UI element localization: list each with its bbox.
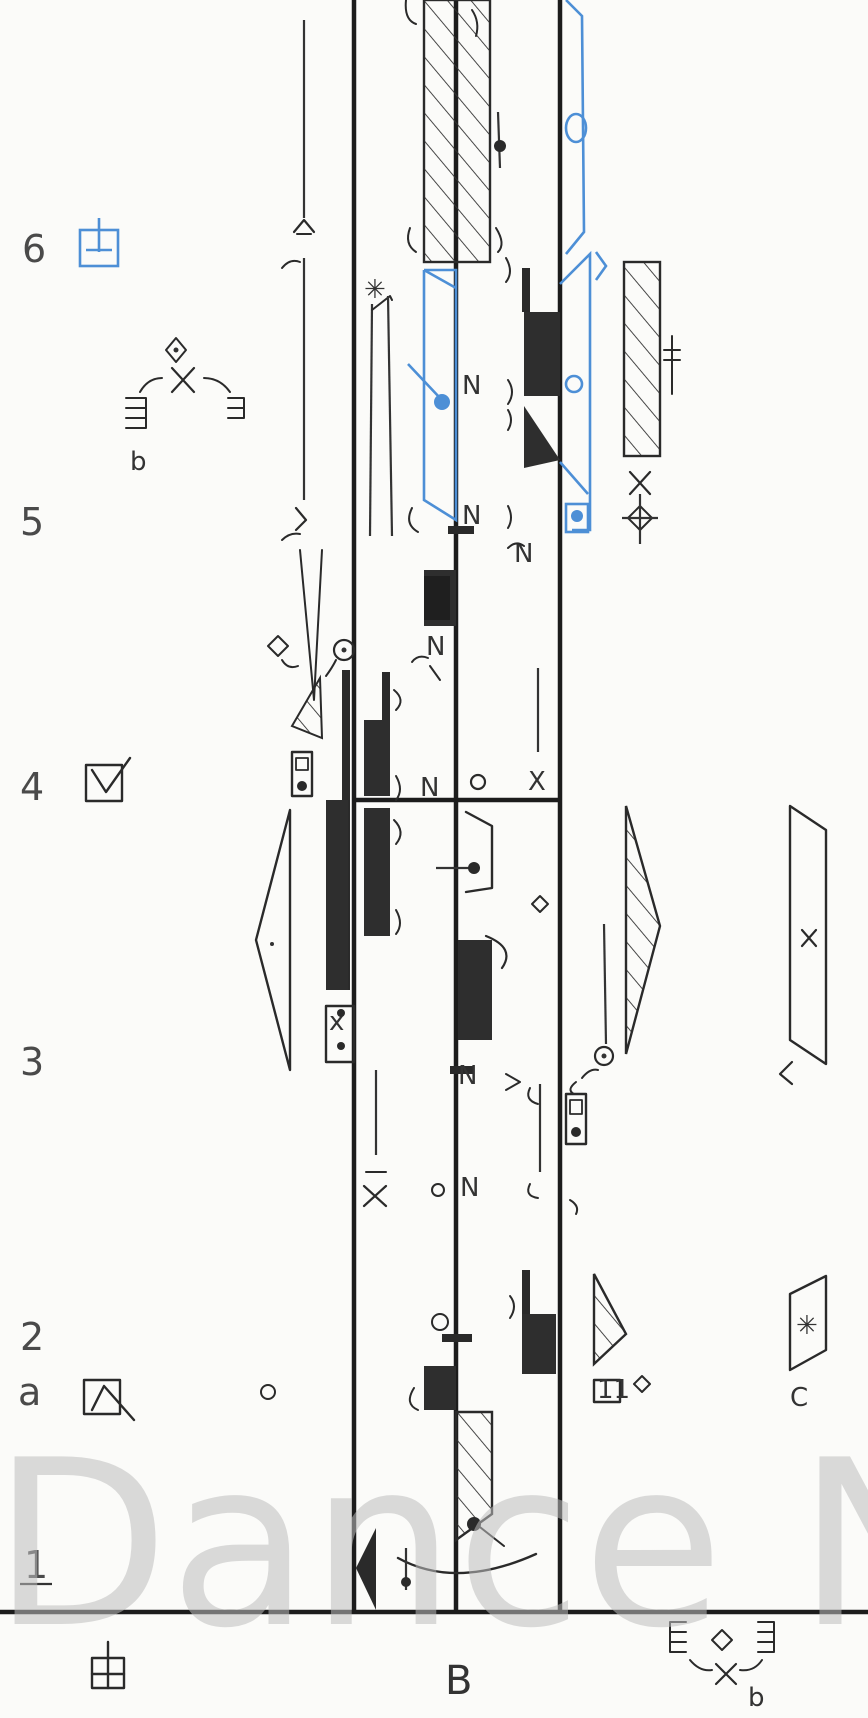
svg-text:N: N (458, 1061, 477, 1091)
front-sign-4-icon (84, 756, 132, 803)
bottom-group-sign-icon: b (669, 1621, 775, 1713)
measure-number-1: 1 (24, 1543, 48, 1587)
measure-number-a: a (18, 1370, 41, 1414)
svg-text:11: 11 (597, 1375, 630, 1405)
group-sign-icon: b (125, 337, 245, 477)
svg-text:N: N (462, 371, 481, 401)
small-circle-icon (260, 1384, 276, 1400)
svg-text:X: X (528, 767, 546, 797)
watermark-text: Dance No (0, 1412, 868, 1679)
staff-label: B (445, 1658, 472, 1704)
svg-text:N: N (514, 539, 533, 569)
right-column-signs: 11 ✳ C (559, 0, 828, 1413)
measure-number-5: 5 (20, 500, 44, 544)
svg-text:✳: ✳ (796, 1311, 818, 1341)
measure-numbers: 1 a 2 3 4 5 6 (18, 227, 48, 1587)
front-sign-6-icon (78, 218, 120, 268)
side-label-b: b (130, 447, 147, 477)
svg-text:N: N (462, 501, 481, 531)
measure-number-2: 2 (20, 1315, 44, 1359)
start-position-icon (90, 1640, 126, 1690)
column-left-inner: ✳ N N N N N N (356, 0, 538, 1610)
left-column-signs: x (254, 20, 388, 1208)
svg-text:b: b (748, 1683, 765, 1713)
corner-label-c: C (790, 1383, 808, 1413)
measure-number-3: 3 (20, 1040, 44, 1084)
measure-number-4: 4 (20, 765, 44, 809)
svg-text:N: N (460, 1173, 479, 1203)
svg-text:N: N (420, 773, 439, 803)
svg-text:N: N (426, 632, 445, 662)
measure-number-6: 6 (22, 227, 46, 271)
column-right-inner: N X (464, 111, 560, 1374)
staff (0, 0, 868, 1615)
svg-text:✳: ✳ (364, 275, 386, 305)
front-sign-a-icon (82, 1378, 136, 1422)
